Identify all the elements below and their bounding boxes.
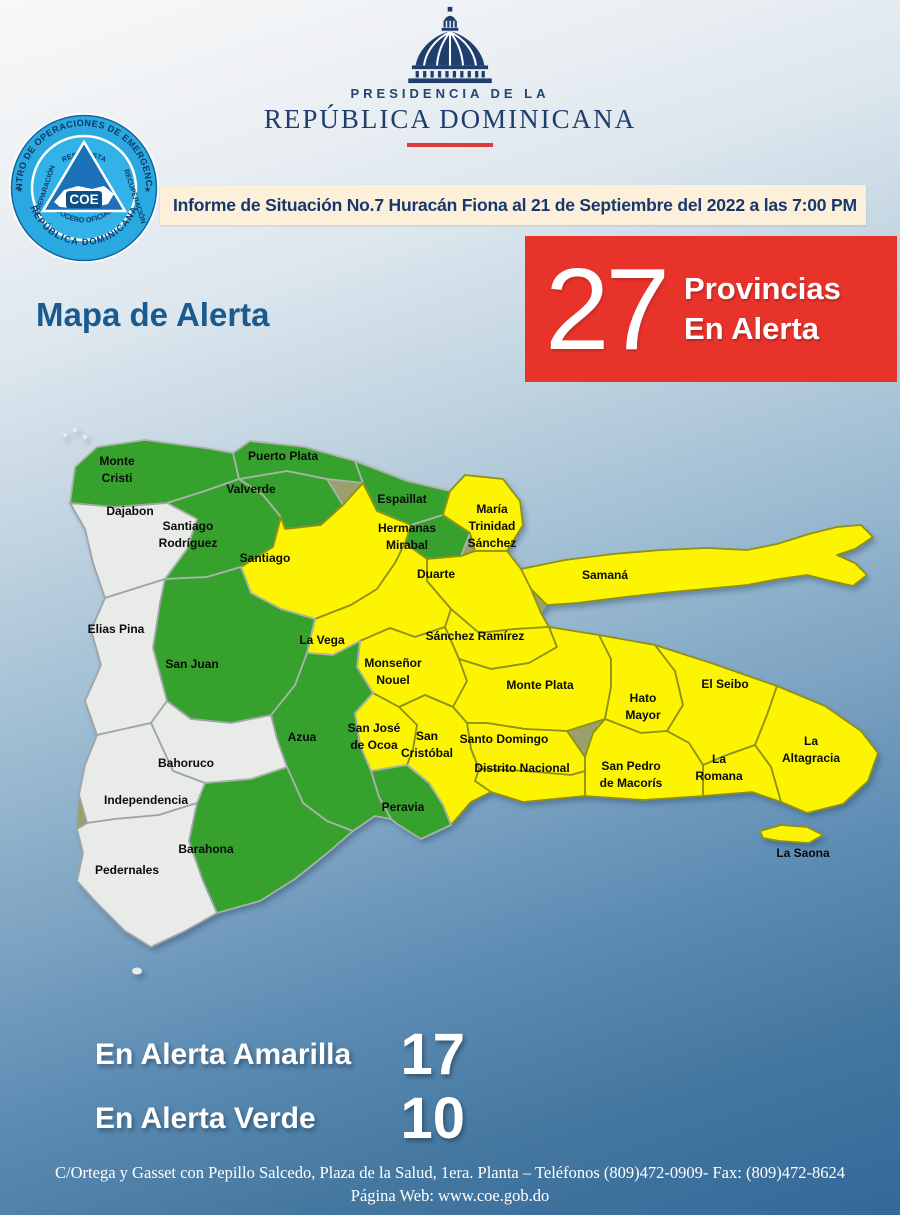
province-samana	[520, 524, 874, 606]
province-label: Bahoruco	[158, 756, 214, 770]
presidencia-label: PRESIDENCIA DE LA	[350, 86, 550, 101]
alert-map: Monte Cristi Dajabon Santiago Rodríguez Valve…	[55, 423, 890, 988]
province-label: Santiago	[240, 551, 291, 565]
coe-star-left: ★	[16, 185, 23, 194]
province-label: Elias Pina	[88, 622, 145, 636]
alert-caption-line2: En Alerta	[684, 311, 819, 346]
alert-count-caption: Provincias En Alerta	[684, 269, 841, 349]
situation-report-bar: Informe de Situación No.7 Huracán Fiona …	[160, 185, 866, 225]
green-alert-row: En Alerta Verde 10	[95, 1090, 465, 1148]
map-title: Mapa de Alerta	[36, 296, 270, 333]
situation-report-text: Informe de Situación No.7 Huracán Fiona …	[173, 194, 857, 215]
province-label: Azua	[288, 730, 317, 744]
province-label: Peravia	[382, 800, 425, 814]
province-label: San Pedro de Macorís	[600, 759, 663, 790]
province-label: Distrito Nacional	[474, 761, 569, 775]
green-alert-value: 10	[400, 1086, 465, 1151]
province-label: María Trinidad Sánchez	[468, 502, 517, 550]
province-la-altagracia	[754, 685, 879, 814]
province-label: Hermanas Mirabal	[378, 521, 436, 552]
province-label: Valverde	[226, 482, 276, 496]
province-label: Samaná	[582, 568, 628, 582]
province-maria-trinidad-sanchez	[442, 474, 524, 552]
province-label: San Cristóbal	[401, 729, 453, 760]
province-label: Dajabon	[106, 504, 153, 518]
province-pedernales	[76, 802, 218, 948]
province-label: Monte Plata	[506, 678, 574, 692]
province-label: Barahona	[178, 842, 234, 856]
province-label: Santo Domingo	[460, 732, 549, 746]
province-elias-pina	[84, 578, 168, 736]
province-label: Monte Cristi	[99, 454, 135, 485]
province-label: Duarte	[417, 567, 455, 581]
province-la-saona	[759, 824, 824, 844]
provinces-alert-banner: 27 Provincias En Alerta	[525, 236, 897, 382]
coe-seal: CENTRO DE OPERACIONES DE EMERGENCIAS REP…	[8, 112, 159, 263]
province-la-romana	[702, 744, 782, 803]
province-label: La Vega	[299, 633, 345, 647]
province-label: El Seibo	[701, 677, 748, 691]
province-label: Hato Mayor	[625, 691, 661, 722]
province-label: La Saona	[776, 846, 830, 860]
coe-center-label: COE	[69, 192, 98, 207]
province-label: Monseñor Nouel	[364, 656, 422, 687]
government-header: PRESIDENCIA DE LA REPÚBLICA DOMINICANA	[0, 0, 900, 147]
province-san-pedro-de-macoris	[584, 718, 704, 801]
republica-dominicana-label: REPÚBLICA DOMINICANA	[263, 104, 637, 134]
red-divider	[407, 143, 493, 147]
yellow-alert-row: En Alerta Amarilla 17	[95, 1026, 465, 1084]
province-label: San José de Ocoa	[348, 721, 401, 752]
province-label: Sánchez Ramírez	[426, 629, 525, 643]
province-label: Espaillat	[377, 492, 426, 506]
footer-website: Página Web: www.coe.gob.do	[350, 1186, 550, 1205]
province-label: Pedernales	[95, 863, 159, 877]
yellow-alert-label: En Alerta Amarilla	[95, 1038, 352, 1071]
national-palace-dome-icon	[408, 6, 492, 84]
province-label: Puerto Plata	[248, 449, 318, 463]
province-label: Santiago Rodríguez	[159, 519, 218, 550]
province-label: La Altagracia	[782, 734, 840, 765]
alert-count: 27	[545, 244, 670, 374]
green-alert-label: En Alerta Verde	[95, 1102, 316, 1135]
province-label: Independencia	[104, 793, 188, 807]
coe-star-right: ★	[144, 185, 151, 194]
province-label: La Romana	[695, 752, 743, 783]
footer: C/Ortega y Gasset con Pepillo Salcedo, P…	[0, 1161, 900, 1207]
yellow-alert-value: 17	[400, 1022, 465, 1087]
footer-address: C/Ortega y Gasset con Pepillo Salcedo, P…	[55, 1163, 845, 1182]
alert-caption-line1: Provincias	[684, 271, 841, 306]
province-label: San Juan	[165, 657, 218, 671]
